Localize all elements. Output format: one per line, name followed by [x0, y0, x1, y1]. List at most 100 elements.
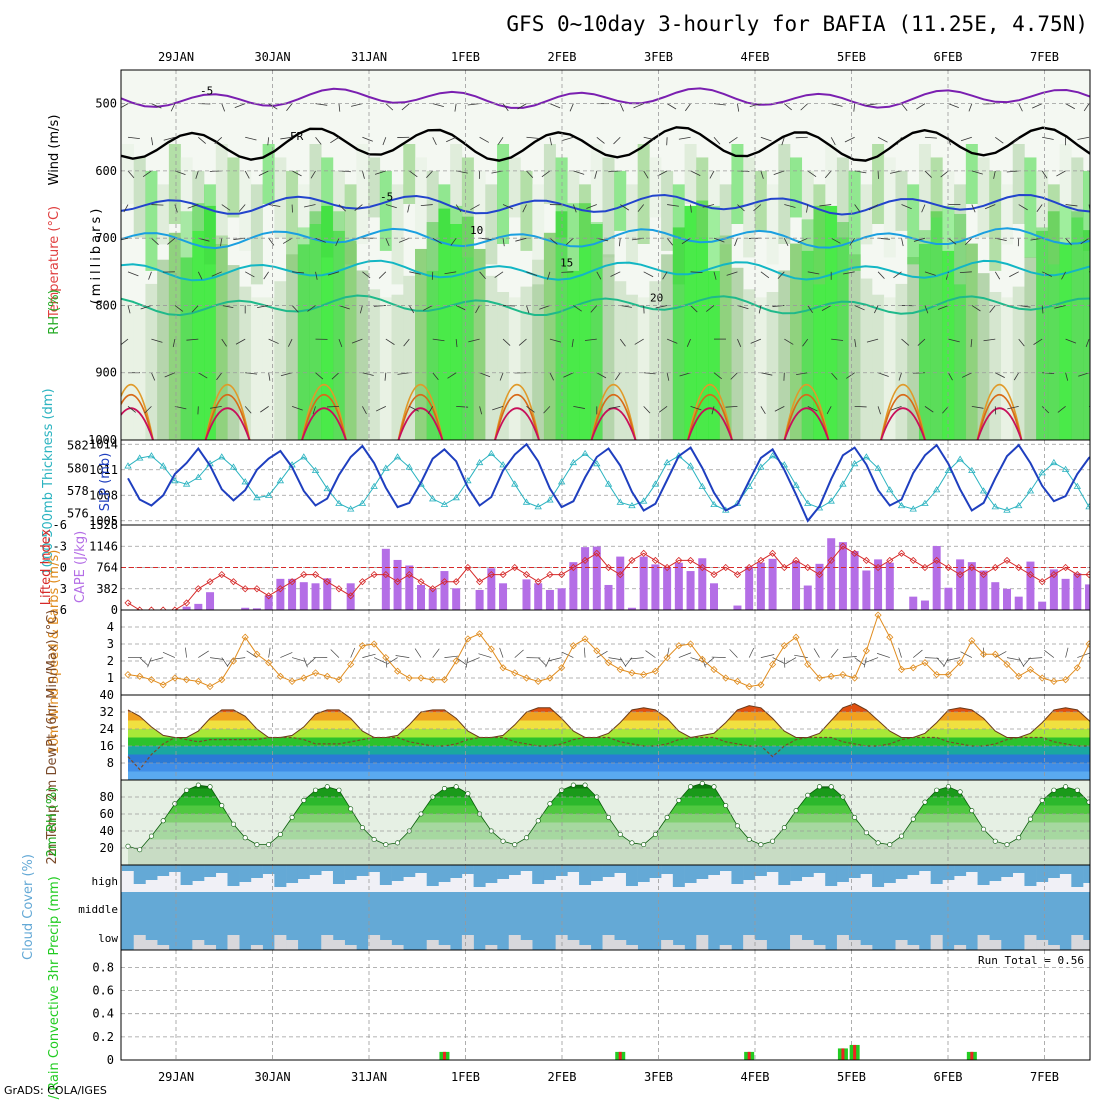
cape-bar [405, 565, 414, 610]
wind-speed-marker [276, 672, 284, 680]
wind-barb-10m [865, 657, 879, 663]
rh-column [977, 273, 990, 440]
rh-column [332, 211, 345, 440]
thickness-marker [136, 454, 144, 461]
wind-barb-10m [1028, 657, 1043, 659]
thickness-marker [241, 478, 249, 485]
cloud-high-bar [883, 865, 896, 883]
thickness-marker [710, 500, 718, 507]
thickness-marker [1026, 487, 1035, 494]
temp-tick: 24 [100, 722, 114, 736]
cloud-high-bar [907, 865, 920, 875]
cape-tick: 0 [111, 603, 118, 617]
wind-barb [948, 103, 959, 109]
wind-speed-marker [593, 647, 601, 655]
rh-column [497, 292, 510, 440]
rh-marker [313, 787, 319, 793]
cloud-high-bar [813, 865, 826, 873]
rh-column-upper [497, 144, 510, 244]
cape-bar [182, 606, 191, 610]
wind-barb [172, 339, 176, 348]
temp-tick: 40 [100, 688, 114, 702]
rh-column-upper [719, 184, 732, 245]
thickness-marker [452, 494, 460, 501]
li-left-label: Lifted Index [39, 528, 54, 605]
wind-barb-10m [478, 653, 492, 658]
wind-barb [549, 137, 552, 146]
wind-barb-10m [936, 657, 945, 667]
wind-barb [432, 372, 439, 381]
rh-column-upper [520, 170, 533, 251]
rh-column [602, 254, 615, 440]
rh-column [825, 205, 838, 440]
rh-column-upper [274, 157, 287, 238]
wind-barb [220, 238, 223, 247]
wind-barb [620, 204, 630, 211]
wind-speed-marker [991, 650, 999, 658]
rh-column [731, 267, 744, 440]
wind-speed-marker [710, 665, 718, 674]
bottom-date-label: 5FEB [837, 1070, 866, 1084]
bottom-date-label: 3FEB [644, 1070, 673, 1084]
wind-barb [1065, 338, 1077, 344]
rh-column [520, 286, 533, 440]
rh-marker [992, 838, 998, 844]
cloud-low-gap [1047, 945, 1060, 950]
wind-barb [1061, 271, 1066, 280]
wind-speed-marker [640, 671, 648, 679]
wind-barb [713, 137, 721, 145]
wind-barb [1065, 237, 1072, 246]
lifted-index-marker [522, 571, 531, 579]
wind-barb [821, 305, 832, 311]
cloud-high-bar [1071, 865, 1084, 887]
cloud-high-bar [918, 865, 931, 871]
wind-barb [362, 170, 365, 179]
isotherm-line [121, 193, 1090, 216]
warm-isotherm [121, 384, 154, 440]
wind-barb [263, 271, 269, 280]
rh-column-upper [286, 170, 299, 271]
rh-column-upper [989, 170, 1002, 271]
wind-barb-10m [209, 657, 224, 660]
thickness-marker [499, 461, 507, 468]
wind-barb [643, 170, 649, 179]
rh-column [321, 205, 334, 440]
wind-barb [989, 305, 996, 313]
wind-barb [1078, 372, 1090, 377]
wind-barb [569, 103, 574, 112]
rh-column [1024, 257, 1037, 440]
cape-tick: 764 [96, 561, 118, 575]
rh-left-label: 2m RH (%) [45, 787, 60, 858]
wind-barb [351, 103, 363, 107]
wind-barb [1041, 170, 1048, 179]
cloud-high-bar [614, 865, 627, 873]
rh-column [450, 205, 463, 440]
thickness-marker [921, 499, 929, 506]
wind-barb [167, 237, 176, 245]
wind-barb [338, 305, 350, 310]
wind-barb [385, 238, 390, 247]
warm-isotherm [397, 393, 444, 440]
cloud-high-bar [719, 865, 732, 871]
wind-barb [807, 406, 818, 412]
thickness-marker [546, 496, 554, 503]
cloud-high-bar [801, 865, 814, 877]
top-date-label: 5FEB [837, 50, 866, 64]
wind-barb [706, 305, 715, 312]
lifted-index-marker [979, 571, 988, 579]
rh-column [379, 297, 392, 440]
wind-speed-marker [206, 682, 214, 691]
wind-barb [121, 237, 129, 241]
wind-speed-marker [827, 672, 835, 680]
wind-barb [948, 338, 960, 343]
wind-barb [307, 305, 316, 312]
rh-column [989, 292, 1002, 440]
rh-column [180, 211, 193, 440]
wind-barb [304, 204, 316, 208]
wind-barb [984, 204, 996, 210]
rh-marker [266, 842, 272, 848]
lifted-index-marker [1085, 571, 1090, 579]
wind-barb [619, 338, 626, 347]
wind-barb [497, 137, 504, 145]
rh-column-upper [543, 144, 556, 204]
